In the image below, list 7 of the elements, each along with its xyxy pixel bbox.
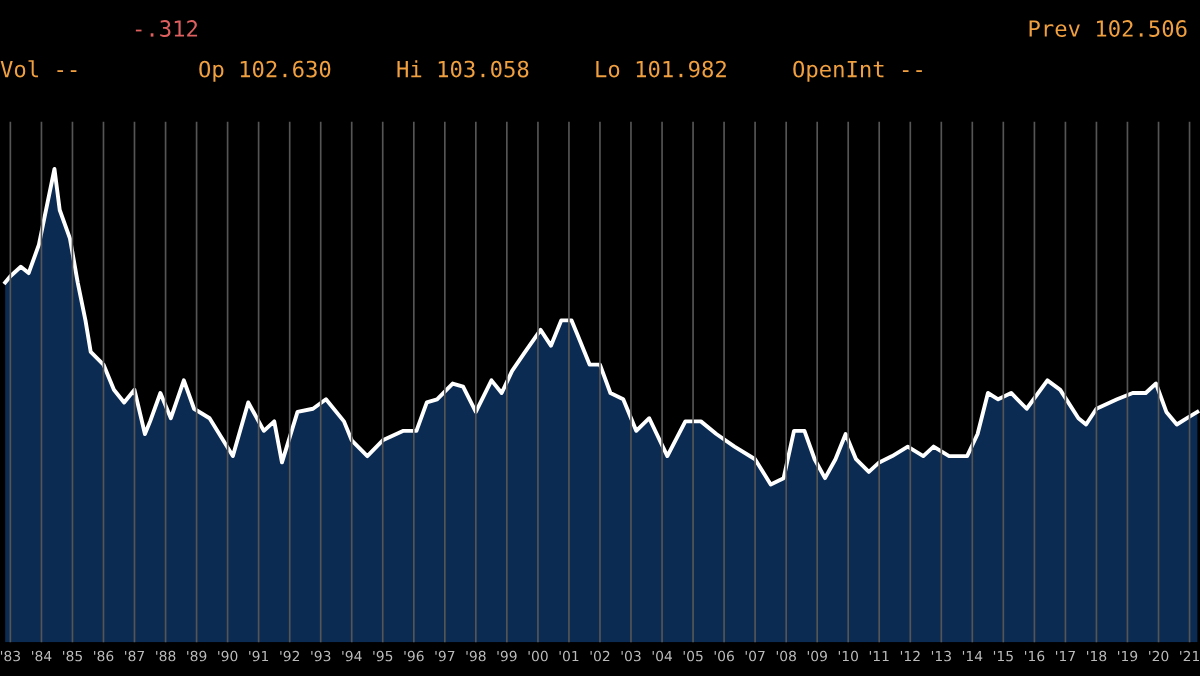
text: -.312 [135, 20, 198, 37]
text: Hi 103.058 [397, 60, 529, 78]
text: OpenInt -- [793, 60, 922, 82]
text: Vol -- [0, 60, 77, 78]
text: Op 102.630 [199, 60, 331, 82]
text: Lo 101.982 [596, 60, 726, 78]
text: Prev 102.506 [1029, 20, 1187, 37]
